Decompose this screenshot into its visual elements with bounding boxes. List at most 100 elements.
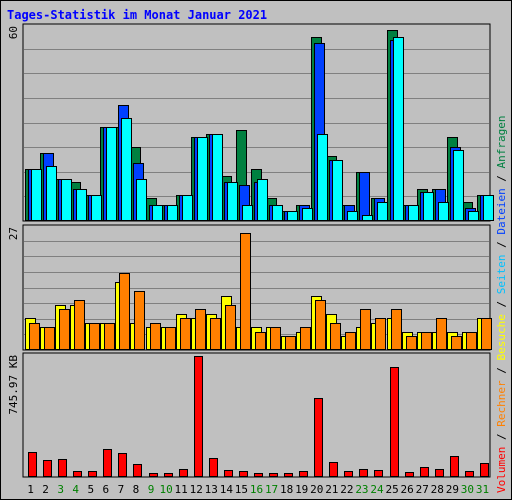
bar-rechner-day-13 bbox=[210, 318, 221, 350]
legend-item-rechner: Rechner bbox=[495, 380, 508, 427]
bar-volumen-day-24 bbox=[374, 470, 383, 477]
legend-item-anfragen: Anfragen bbox=[495, 115, 508, 168]
day-label: 4 bbox=[72, 483, 79, 496]
bar-seiten-day-17 bbox=[272, 205, 283, 221]
bar-volumen-day-19 bbox=[299, 471, 308, 477]
bar-rechner-day-2 bbox=[44, 327, 55, 350]
bar-volumen-day-31 bbox=[480, 463, 489, 477]
bar-seiten-day-7 bbox=[121, 118, 132, 221]
bar-rechner-day-19 bbox=[300, 327, 311, 350]
bar-rechner-day-31 bbox=[481, 318, 492, 350]
bar-volumen-day-5 bbox=[88, 471, 97, 477]
day-label: 10 bbox=[159, 483, 172, 496]
bar-rechner-day-9 bbox=[150, 323, 161, 350]
bar-volumen-day-3 bbox=[58, 459, 67, 477]
bar-rechner-day-4 bbox=[74, 300, 85, 350]
day-label: 29 bbox=[446, 483, 459, 496]
bar-seiten-day-29 bbox=[453, 150, 464, 221]
bar-rechner-day-15 bbox=[240, 233, 251, 350]
axis-max-label-middle: 27 bbox=[7, 227, 20, 240]
bar-seiten-day-22 bbox=[347, 211, 358, 221]
bar-volumen-day-4 bbox=[73, 471, 82, 477]
bar-volumen-day-29 bbox=[450, 456, 459, 477]
day-label: 12 bbox=[190, 483, 203, 496]
bar-rechner-day-1 bbox=[29, 323, 40, 350]
bar-seiten-day-13 bbox=[212, 134, 223, 221]
day-label: 18 bbox=[280, 483, 293, 496]
bar-rechner-day-7 bbox=[119, 273, 130, 350]
bar-seiten-day-24 bbox=[377, 202, 388, 221]
bar-rechner-day-3 bbox=[59, 309, 70, 350]
bar-volumen-day-13 bbox=[209, 458, 218, 477]
bar-seiten-day-23 bbox=[362, 215, 373, 221]
day-label: 13 bbox=[205, 483, 218, 496]
legend-item-besuche: Besuche bbox=[495, 314, 508, 360]
bar-seiten-day-5 bbox=[91, 195, 102, 221]
chart-panel-bottom: 745.97 KB bbox=[7, 352, 491, 478]
day-label: 15 bbox=[235, 483, 248, 496]
bar-seiten-day-31 bbox=[483, 195, 494, 221]
day-label: 14 bbox=[220, 483, 234, 496]
bar-seiten-day-2 bbox=[46, 166, 57, 221]
bar-seiten-day-11 bbox=[182, 195, 193, 221]
bar-seiten-day-30 bbox=[468, 211, 479, 221]
bar-rechner-day-18 bbox=[285, 336, 296, 350]
day-label: 30 bbox=[461, 483, 474, 496]
bar-seiten-day-20 bbox=[317, 134, 328, 221]
bar-seiten-day-12 bbox=[197, 137, 208, 221]
bar-rechner-day-8 bbox=[134, 291, 145, 350]
bar-rechner-day-20 bbox=[315, 300, 326, 350]
bar-seiten-day-16 bbox=[257, 179, 268, 221]
bar-seiten-day-3 bbox=[61, 179, 72, 221]
bar-rechner-day-21 bbox=[330, 323, 341, 350]
legend-separator: / bbox=[495, 361, 508, 381]
bar-volumen-day-7 bbox=[118, 453, 127, 477]
day-label: 20 bbox=[310, 483, 323, 496]
day-label: 26 bbox=[401, 483, 414, 496]
day-label: 27 bbox=[416, 483, 429, 496]
bar-rechner-day-24 bbox=[375, 318, 386, 350]
day-label: 6 bbox=[103, 483, 110, 496]
day-label: 19 bbox=[295, 483, 308, 496]
bar-volumen-day-6 bbox=[103, 449, 112, 477]
bar-seiten-day-27 bbox=[423, 192, 434, 221]
day-label: 11 bbox=[175, 483, 188, 496]
bar-seiten-day-15 bbox=[242, 205, 253, 221]
day-label: 9 bbox=[148, 483, 155, 496]
bar-seiten-day-14 bbox=[227, 182, 238, 221]
bar-rechner-day-25 bbox=[391, 309, 402, 350]
bar-volumen-day-14 bbox=[224, 470, 233, 477]
bar-volumen-day-1 bbox=[28, 452, 37, 477]
bar-volumen-day-15 bbox=[239, 471, 248, 477]
bar-volumen-day-16 bbox=[254, 473, 263, 477]
bar-volumen-day-18 bbox=[284, 473, 293, 477]
bar-volumen-day-9 bbox=[149, 473, 158, 477]
bar-volumen-day-11 bbox=[179, 469, 188, 477]
bar-volumen-day-23 bbox=[359, 469, 368, 477]
bar-rechner-day-12 bbox=[195, 309, 206, 350]
bar-volumen-day-20 bbox=[314, 398, 323, 477]
legend-separator: / bbox=[495, 427, 508, 447]
legend-item-volumen: Volumen bbox=[495, 447, 508, 493]
day-label: 17 bbox=[265, 483, 278, 496]
bar-rechner-day-5 bbox=[89, 323, 100, 350]
bar-seiten-day-4 bbox=[76, 189, 87, 221]
bar-seiten-day-18 bbox=[287, 211, 298, 221]
bar-volumen-day-8 bbox=[133, 464, 142, 477]
bar-seiten-day-28 bbox=[438, 202, 449, 221]
day-label: 25 bbox=[385, 483, 398, 496]
bar-rechner-day-23 bbox=[360, 309, 371, 350]
bar-volumen-day-27 bbox=[420, 467, 429, 477]
bar-rechner-day-10 bbox=[165, 327, 176, 350]
legend-separator: / bbox=[495, 168, 508, 188]
chart-panel-top: 60 bbox=[7, 23, 494, 222]
bar-seiten-day-8 bbox=[136, 179, 147, 221]
bar-rechner-day-26 bbox=[406, 336, 417, 350]
day-label: 21 bbox=[325, 483, 338, 496]
bar-volumen-day-17 bbox=[269, 473, 278, 477]
legend-item-dateien: Dateien bbox=[495, 188, 508, 234]
bar-rechner-day-28 bbox=[436, 318, 447, 350]
bar-volumen-day-21 bbox=[329, 462, 338, 477]
bar-rechner-day-16 bbox=[255, 332, 266, 350]
